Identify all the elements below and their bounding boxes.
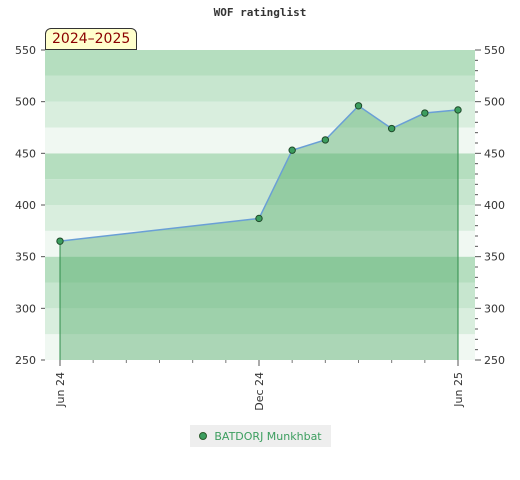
- plot-band: [45, 50, 475, 76]
- series-area: [60, 105, 458, 360]
- plot-band: [45, 308, 475, 335]
- y-tick-label-left: 400: [15, 199, 36, 212]
- y-tick-label-left: 350: [15, 251, 36, 264]
- y-tick-label-right: 450: [484, 147, 505, 160]
- chart-title: WOF ratinglist: [213, 6, 307, 19]
- data-point: [354, 102, 363, 110]
- data-point: [255, 214, 263, 223]
- plot-band: [45, 127, 475, 154]
- plot-band: [45, 179, 475, 205]
- plot-band: [45, 334, 475, 360]
- data-point: [387, 124, 396, 133]
- plot-band: [45, 75, 475, 102]
- y-tick-label-right: 400: [484, 199, 505, 212]
- y-tick-label-left: 450: [15, 147, 36, 160]
- data-point: [421, 109, 429, 117]
- plot-band: [45, 153, 475, 180]
- data-point: [56, 237, 64, 245]
- y-tick-label-right: 550: [484, 44, 505, 57]
- series-line: [59, 104, 459, 242]
- legend[interactable]: BATDORJ Munkhbat: [190, 425, 331, 447]
- y-tick-label-left: 550: [15, 44, 36, 57]
- data-point: [288, 146, 296, 154]
- x-tick-label: Jun 25: [452, 372, 465, 408]
- y-tick-label-right: 300: [484, 302, 505, 315]
- plot-band: [45, 256, 475, 283]
- y-tick-label-left: 250: [15, 354, 36, 367]
- y-tick-label-right: 500: [484, 96, 505, 109]
- y-tick-label-right: 350: [484, 251, 505, 264]
- y-tick-label-right: 250: [484, 354, 505, 367]
- legend-label: BATDORJ Munkhbat: [214, 429, 322, 443]
- y-tick-label-left: 500: [15, 96, 36, 109]
- season-badge: 2024–2025: [45, 28, 138, 50]
- x-tick-label: Jun 24: [54, 372, 67, 408]
- data-point: [454, 106, 462, 114]
- legend-marker-icon: [199, 432, 208, 440]
- plot-band: [45, 282, 475, 309]
- data-point: [321, 136, 330, 144]
- y-tick-label-left: 300: [15, 302, 36, 315]
- x-tick-label: Dec 24: [253, 372, 266, 411]
